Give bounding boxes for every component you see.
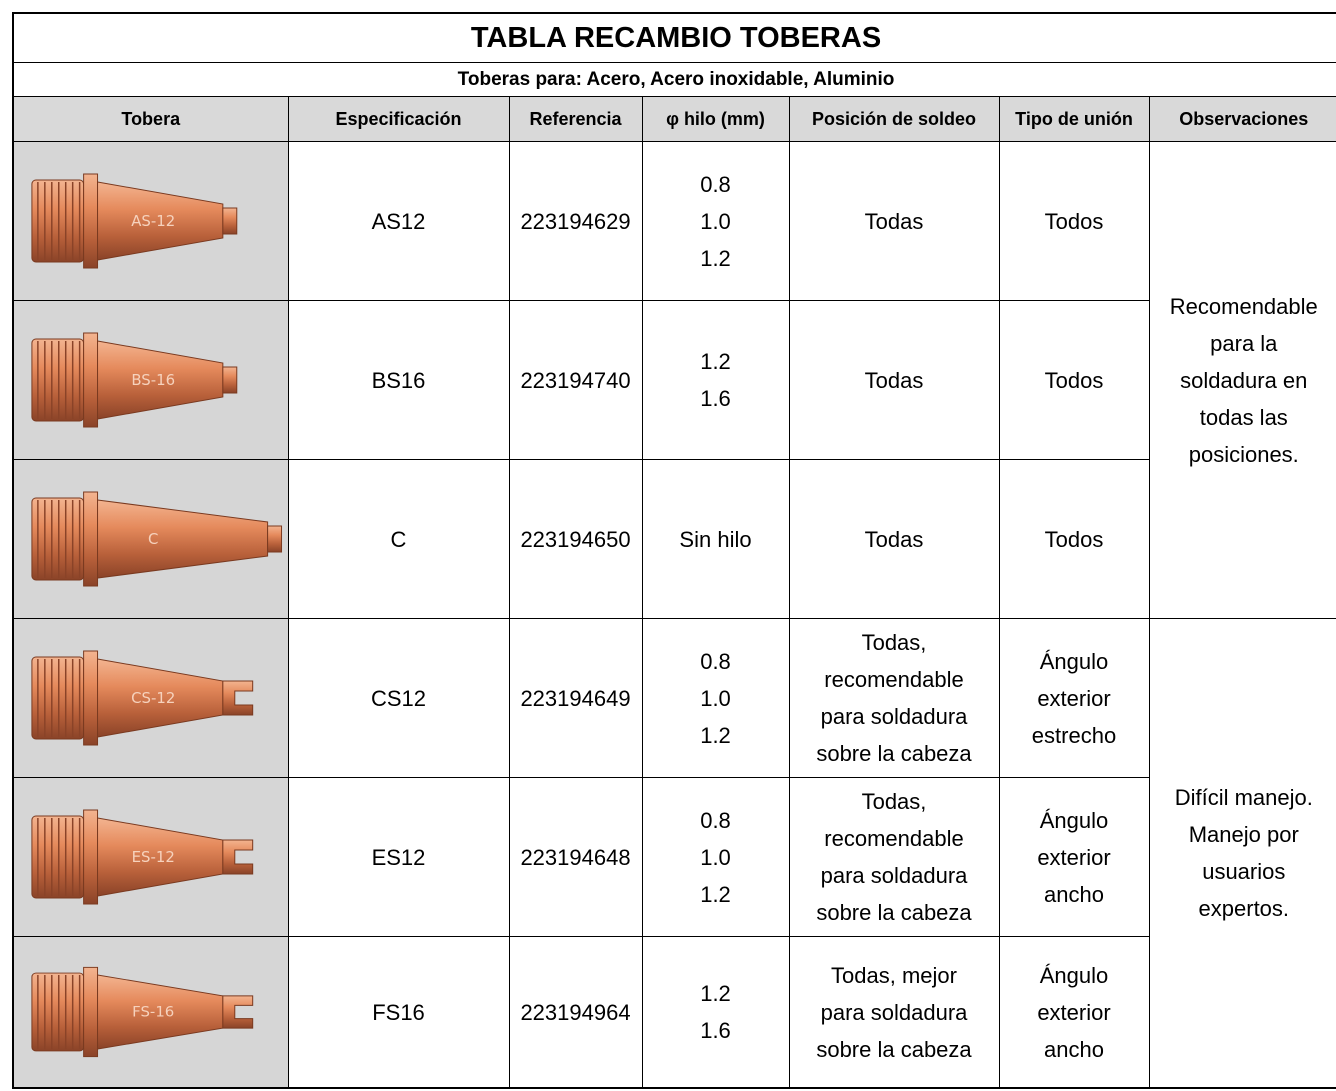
nozzle-table: TABLA RECAMBIO TOBERAS Toberas para: Ace… [12,12,1336,1089]
table-subtitle: Toberas para: Acero, Acero inoxidable, A… [12,62,1336,97]
nozzle-fork [222,839,254,875]
hilo-cell: 0.8 1.0 1.2 [641,777,790,937]
column-header: Posición de soldeo [788,96,1000,142]
especificacion-cell: BS16 [287,300,510,460]
nozzle-image: C [31,491,283,587]
union-cell: Ángulo exterior estrecho [998,618,1150,778]
nozzle-image: CS-12 [31,650,254,746]
hilo-cell: 1.2 1.6 [641,936,790,1089]
referencia-cell: 223194964 [508,936,643,1089]
data-row: ES-12 ES12 223194648 0.8 1.0 1.2 Todas, reco… [12,777,1336,937]
nozzle-fork [222,680,254,716]
observaciones-cell: Difícil manejo. Manejo por usuarios expe… [1148,618,1336,1089]
nozzle-cone [97,340,224,420]
referencia-cell: 223194649 [508,618,643,778]
especificacion-cell: FS16 [287,936,510,1089]
nozzle-image: BS-16 [31,332,238,428]
nozzle-thread [31,338,85,422]
table-body: TABLA RECAMBIO TOBERAS Toberas para: Ace… [12,12,1336,1089]
referencia-cell: 223194740 [508,300,643,460]
nozzle-thread [31,179,85,263]
column-header: Observaciones [1148,96,1336,142]
table-title: TABLA RECAMBIO TOBERAS [12,12,1336,63]
nozzle-cone [97,181,224,261]
posicion-cell: Todas, mejor para soldadura sobre la cab… [788,936,1000,1089]
nozzle-fork [222,995,254,1029]
nozzle-label: FS-16 [132,1004,174,1021]
hilo-cell: 1.2 1.6 [641,300,790,460]
posicion-cell: Todas, recomendable para soldadura sobre… [788,618,1000,778]
column-header: Tipo de unión [998,96,1150,142]
nozzle-label: C [148,530,158,548]
data-row: CS-12 CS12 223194649 0.8 1.0 1.2 Todas, reco… [12,618,1336,1089]
nozzle-thread [31,497,85,581]
header-row: Tobera Especificación Referencia φ hilo (mm… [12,96,1336,142]
nozzle-thread [31,972,85,1052]
nozzle-cell: ES-12 [12,777,289,937]
hilo-cell: 0.8 1.0 1.2 [641,141,790,301]
nozzle-label: ES-12 [132,848,175,866]
referencia-cell: 223194629 [508,141,643,301]
nozzle-tip [222,366,238,394]
posicion-cell: Todas [788,459,1000,619]
hilo-cell: Sin hilo [641,459,790,619]
column-header: Especificación [287,96,510,142]
nozzle-tip [222,207,238,235]
column-header: Referencia [508,96,643,142]
nozzle-image: FS-16 [31,966,254,1058]
data-row: BS-16 BS16 223194740 1.2 1.6 Todas Todos [12,300,1336,460]
nozzle-collar [83,332,99,428]
nozzle-collar [83,966,99,1058]
especificacion-cell: ES12 [287,777,510,937]
union-cell: Todos [998,141,1150,301]
data-row: C C 223194650 Sin hilo Todas Todos [12,459,1336,619]
nozzle-thread [31,815,85,899]
posicion-cell: Todas, recomendable para soldadura sobre… [788,777,1000,937]
posicion-cell: Todas [788,300,1000,460]
nozzle-cell: CS-12 [12,618,289,778]
nozzle-label: BS-16 [131,371,175,389]
referencia-cell: 223194650 [508,459,643,619]
nozzle-collar [83,173,99,269]
union-cell: Ángulo exterior ancho [998,777,1150,937]
especificacion-cell: AS12 [287,141,510,301]
especificacion-cell: CS12 [287,618,510,778]
nozzle-collar [83,809,99,905]
data-row: FS-16 FS16 223194964 1.2 1.6 Todas, mejor pa… [12,936,1336,1089]
union-cell: Todos [998,459,1150,619]
nozzle-image: ES-12 [31,809,254,905]
posicion-cell: Todas [788,141,1000,301]
nozzle-cell: C [12,459,289,619]
column-header: φ hilo (mm) [641,96,790,142]
nozzle-label: CS-12 [131,689,175,707]
union-cell: Todos [998,300,1150,460]
nozzle-cone [97,499,269,579]
union-cell: Ángulo exterior ancho [998,936,1150,1089]
especificacion-cell: C [287,459,510,619]
nozzle-collar [83,491,99,587]
nozzle-cell: FS-16 [12,936,289,1089]
nozzle-thread [31,656,85,740]
nozzle-tip [267,525,283,553]
observaciones-cell: Recomendable para la soldadura en todas … [1148,141,1336,619]
nozzle-label: AS-12 [131,212,175,230]
hilo-cell: 0.8 1.0 1.2 [641,618,790,778]
nozzle-image: AS-12 [31,173,238,269]
nozzle-cell: BS-16 [12,300,289,460]
data-row: AS-12 AS12 223194629 0.8 1.0 1.2 Todas Todos R… [12,141,1336,619]
referencia-cell: 223194648 [508,777,643,937]
column-header: Tobera [12,96,289,142]
nozzle-cell: AS-12 [12,141,289,301]
nozzle-collar [83,650,99,746]
